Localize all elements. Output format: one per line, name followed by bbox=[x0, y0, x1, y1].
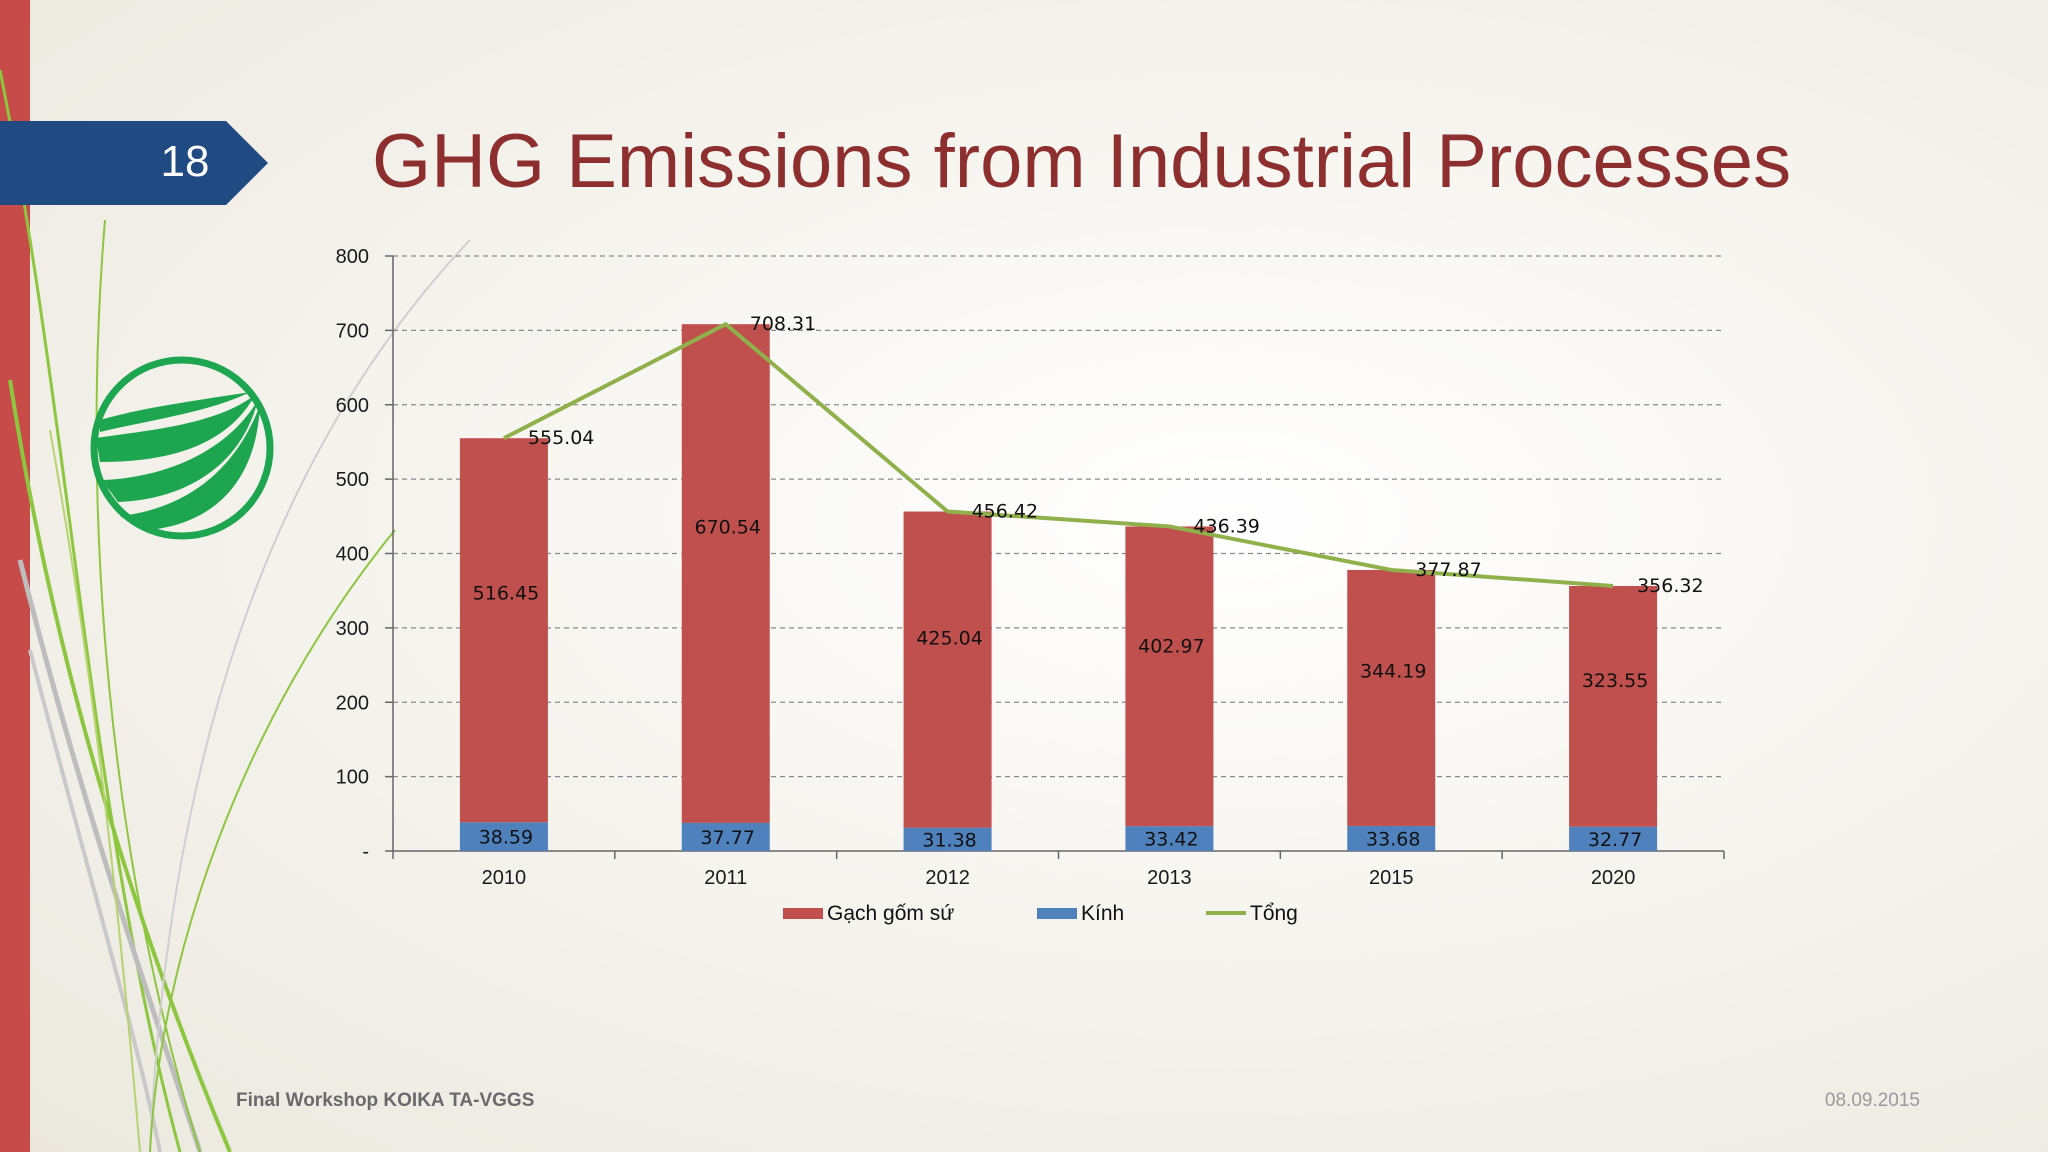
chart-legend: Gạch gốm sứ Kính Tổng bbox=[783, 902, 1298, 925]
data-label-kinh: 33.68 bbox=[1366, 828, 1420, 850]
gridlines bbox=[393, 255, 1724, 778]
bar-kinh bbox=[1347, 825, 1436, 851]
slide-number-badge bbox=[0, 121, 268, 205]
x-tick-label: 2011 bbox=[704, 867, 747, 889]
legend-swatch bbox=[783, 908, 823, 919]
y-tick-label: 500 bbox=[336, 469, 369, 491]
legend-label: Kính bbox=[1081, 902, 1124, 925]
bars bbox=[459, 324, 1658, 851]
x-tick-label: 2015 bbox=[1369, 867, 1414, 889]
data-label-kinh: 33.42 bbox=[1144, 829, 1198, 851]
data-label-kinh: 32.77 bbox=[1588, 829, 1642, 851]
x-tick-label: 2010 bbox=[482, 867, 527, 889]
bar-gach-gom-su bbox=[903, 511, 992, 828]
data-label-tong: 456.42 bbox=[972, 501, 1038, 523]
total-line bbox=[503, 322, 1614, 588]
data-label-tong: 708.31 bbox=[750, 313, 816, 335]
bar-gach-gom-su bbox=[1569, 585, 1658, 827]
bar-kinh bbox=[681, 822, 770, 851]
data-label-gach-gom-su: 516.45 bbox=[473, 583, 539, 605]
x-tick-label: 2012 bbox=[925, 867, 970, 889]
legend-label: Tổng bbox=[1250, 902, 1298, 925]
bar-kinh bbox=[1125, 826, 1214, 851]
data-label-gach-gom-su: 670.54 bbox=[695, 517, 761, 539]
data-labels: 38.59 516.45 37.77 670.54 31.38 425.04 33.42 40… bbox=[473, 313, 1704, 851]
x-tick-label: 2013 bbox=[1147, 867, 1192, 889]
y-tick-label: - bbox=[362, 841, 369, 863]
legend-swatch bbox=[1037, 908, 1077, 919]
bar-gach-gom-su bbox=[681, 324, 770, 823]
data-label-tong: 377.87 bbox=[1415, 559, 1481, 581]
slide-number: 18 bbox=[160, 137, 210, 186]
bar-kinh bbox=[1569, 826, 1658, 851]
data-label-gach-gom-su: 323.55 bbox=[1582, 670, 1648, 692]
y-tick-label: 800 bbox=[336, 246, 369, 268]
line-tong bbox=[503, 322, 1614, 588]
data-label-tong: 555.04 bbox=[528, 427, 594, 449]
y-tick-label: 100 bbox=[336, 767, 369, 789]
footer-date: 08.09.2015 bbox=[1824, 1090, 1920, 1111]
data-label-kinh: 31.38 bbox=[922, 829, 976, 851]
data-label-gach-gom-su: 425.04 bbox=[916, 627, 982, 649]
data-label-kinh: 38.59 bbox=[479, 827, 533, 849]
data-label-tong: 436.39 bbox=[1193, 515, 1259, 537]
data-label-kinh: 37.77 bbox=[701, 827, 755, 849]
bar-gach-gom-su bbox=[1125, 526, 1214, 827]
legend-label: Gạch gốm sứ bbox=[827, 902, 954, 925]
y-tick-label: 300 bbox=[336, 618, 369, 640]
data-label-gach-gom-su: 344.19 bbox=[1360, 660, 1426, 682]
x-tick-label: 2020 bbox=[1591, 867, 1636, 889]
y-tick-label: 200 bbox=[336, 692, 369, 714]
axes: - 100 200 300 400 500 600 700 800 2010 2011 2012 201… bbox=[336, 246, 1725, 889]
data-label-gach-gom-su: 402.97 bbox=[1138, 635, 1204, 657]
bar-gach-gom-su bbox=[459, 438, 548, 823]
y-tick-label: 700 bbox=[336, 320, 369, 342]
y-tick-label: 400 bbox=[336, 544, 369, 566]
bar-gach-gom-su bbox=[1347, 569, 1436, 826]
bar-kinh bbox=[903, 827, 992, 851]
data-label-tong: 356.32 bbox=[1637, 575, 1703, 597]
y-tick-label: 600 bbox=[336, 395, 369, 417]
footer-workshop-name: Final Workshop KOIKA TA-VGGS bbox=[236, 1090, 535, 1111]
slide-title: GHG Emissions from Industrial Processes bbox=[372, 119, 1792, 204]
bar-kinh bbox=[459, 822, 548, 851]
